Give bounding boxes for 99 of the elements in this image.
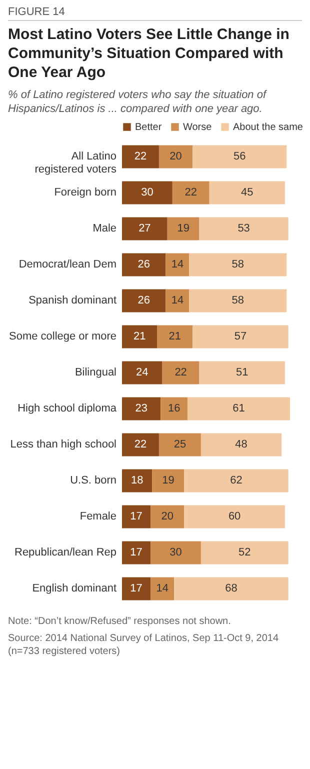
y-tick-label: English dominant [32,582,116,595]
data-label: 22 [134,438,147,451]
bar [122,289,166,312]
bar [184,469,288,492]
data-label: 14 [171,294,184,307]
bar [188,397,290,420]
bar [150,541,201,564]
data-label: 68 [225,582,238,595]
bar [122,181,172,204]
data-label: 62 [230,474,242,487]
data-label: 24 [136,366,148,379]
data-label: 25 [174,438,186,451]
data-label: 22 [174,366,187,379]
bar [172,181,210,204]
data-label: 18 [131,474,144,487]
bar [122,361,162,384]
bar [122,217,168,240]
legend-label: Worse [183,122,212,133]
data-label: 17 [130,546,142,559]
data-label: 22 [134,150,147,163]
data-label: 21 [134,330,146,343]
y-tick-label: Female [80,510,116,523]
y-tick-label: Bilingual [74,366,116,379]
bar [122,541,151,564]
data-label: 27 [138,222,151,235]
bar [122,433,159,456]
bar [162,361,200,384]
data-label: 48 [235,438,248,451]
chart-title: Most Latino Voters See Little Change in Community’s Situation Compared with One Year Ago [8,25,290,82]
data-label: 17 [130,510,142,523]
y-tick-label: Less than high school [10,438,116,451]
bar [199,217,288,240]
bar [158,433,201,456]
data-label: 26 [138,258,150,271]
bar [200,541,288,564]
bar [189,253,287,276]
bar [122,253,166,276]
bar [167,217,200,240]
data-label: 17 [130,582,142,595]
bar [122,505,151,528]
text: Note: “Don’t know/Refused” responses not shown. [8,615,232,628]
data-label: 58 [232,294,244,307]
bar [150,505,184,528]
bar [150,577,174,600]
y-tick-label: Spanish dominant [28,294,116,307]
y-tick-label: High school diploma [18,402,118,415]
data-label: 20 [161,510,174,523]
caption: FIGURE 14 [8,6,302,21]
data-label: 19 [177,222,190,235]
data-label: 14 [156,582,168,595]
data-label: 61 [232,402,245,415]
data-label: 56 [233,150,246,163]
data-label: 53 [238,222,250,235]
y-tick-label: U.S. born [70,474,116,487]
data-label: 23 [135,402,148,415]
bar [192,145,287,168]
bar [199,361,285,384]
bar [200,433,282,456]
bar [158,145,193,168]
data-label: 21 [168,330,182,343]
data-label: 16 [168,402,180,415]
data-label: 58 [232,258,244,271]
data-label: 51 [236,366,248,379]
data-label: 30 [170,546,182,559]
data-label: 20 [170,150,182,163]
data-label: 30 [141,186,154,199]
y-tick-label: Foreign born [54,186,116,199]
bar [122,469,152,492]
legend-label: Better [135,122,162,133]
bar [166,289,190,312]
bar [157,325,193,348]
source-note: Source: 2014 National Survey of Latinos, Sep 11-Oct 9, 2014 (n=733 registered voters) [8,632,280,658]
data-label: 45 [241,186,254,199]
y-tick-label: Some college or more [9,330,116,343]
bar [122,145,159,168]
bar [166,253,190,276]
data-label: 57 [234,330,247,343]
bar [209,181,285,204]
chart-subtitle: % of Latino registered voters who say the situation of Hispanics/Latinos is ... compared with one year ago. [8,88,268,116]
bar [122,397,161,420]
bar [189,289,287,312]
data-label: 22 [184,186,197,199]
data-label: 52 [238,546,251,559]
data-label: 14 [171,258,184,271]
bar [192,325,288,348]
legend-label: About the same [233,122,304,133]
y-tick-label: All Latino registered voters [34,150,118,176]
bar [152,469,184,492]
bar [174,577,288,600]
y-tick-label: Male [92,222,116,235]
bar [122,325,158,348]
data-label: 60 [228,510,241,523]
bar [184,505,285,528]
data-label: 19 [162,474,174,487]
y-tick-label: Republican/lean Rep [14,546,116,559]
bar [122,577,151,600]
y-tick-label: Democrat/lean Dem [18,258,116,271]
bar [160,397,188,420]
data-label: 26 [138,294,150,307]
